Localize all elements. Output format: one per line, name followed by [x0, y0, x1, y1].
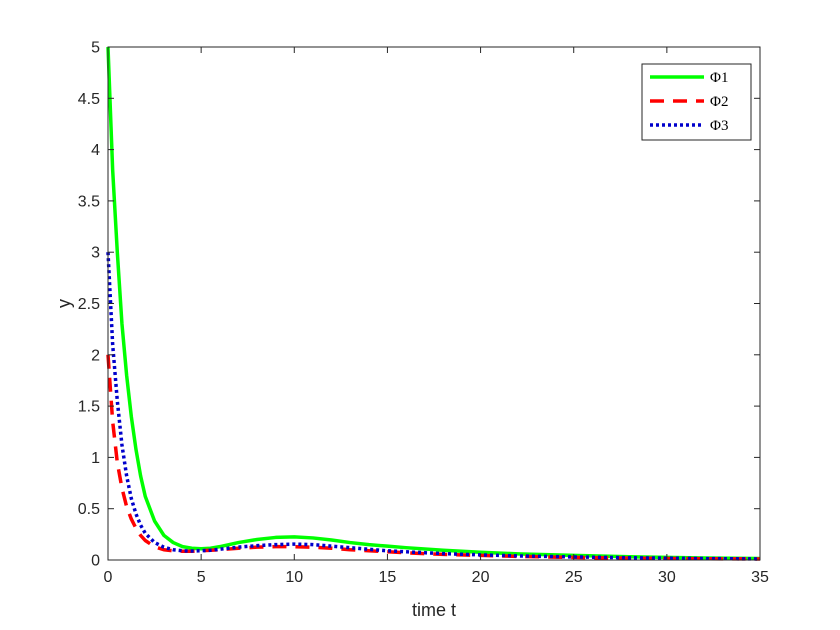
y-tick-label: 1.5 — [78, 399, 100, 416]
y-tick-label: 3 — [91, 245, 100, 262]
y-tick-label: 4 — [91, 142, 100, 159]
y-tick-label: 2.5 — [78, 296, 100, 313]
y-tick-label: 0 — [91, 553, 100, 570]
x-tick-label: 25 — [565, 569, 583, 586]
x-tick-label: 10 — [285, 569, 303, 586]
legend-label-2: Φ2 — [710, 94, 728, 110]
x-tick-label: 35 — [751, 569, 769, 586]
series-line-3 — [106, 252, 761, 561]
y-tick-label: 1 — [91, 450, 100, 467]
y-tick-label: 2 — [91, 347, 100, 364]
x-axis-label: time t — [412, 600, 456, 620]
x-tick-label: 20 — [472, 569, 490, 586]
legend-label-1: Φ1 — [710, 70, 728, 86]
y-tick-label: 4.5 — [78, 91, 100, 108]
legend-label-3: Φ3 — [710, 118, 728, 134]
y-tick-label: 5 — [91, 40, 100, 57]
x-tick-label: 0 — [104, 569, 113, 586]
x-tick-label: 5 — [197, 569, 206, 586]
series-line-1 — [106, 46, 761, 561]
series-layer — [106, 46, 761, 561]
legend: Φ1 Φ2 Φ3 — [641, 63, 752, 141]
x-tick-label: 15 — [379, 569, 397, 586]
y-axis-label: y — [54, 299, 74, 308]
y-tick-label: 3.5 — [78, 193, 100, 210]
series-line-2 — [106, 354, 761, 561]
y-tick-label: 0.5 — [78, 501, 100, 518]
x-tick-label: 30 — [658, 569, 676, 586]
ticks-layer: 0 5 10 15 20 25 30 35 0 0.5 1 1.5 2 2.5 3 3.5 4 4.5 5 — [78, 40, 769, 587]
